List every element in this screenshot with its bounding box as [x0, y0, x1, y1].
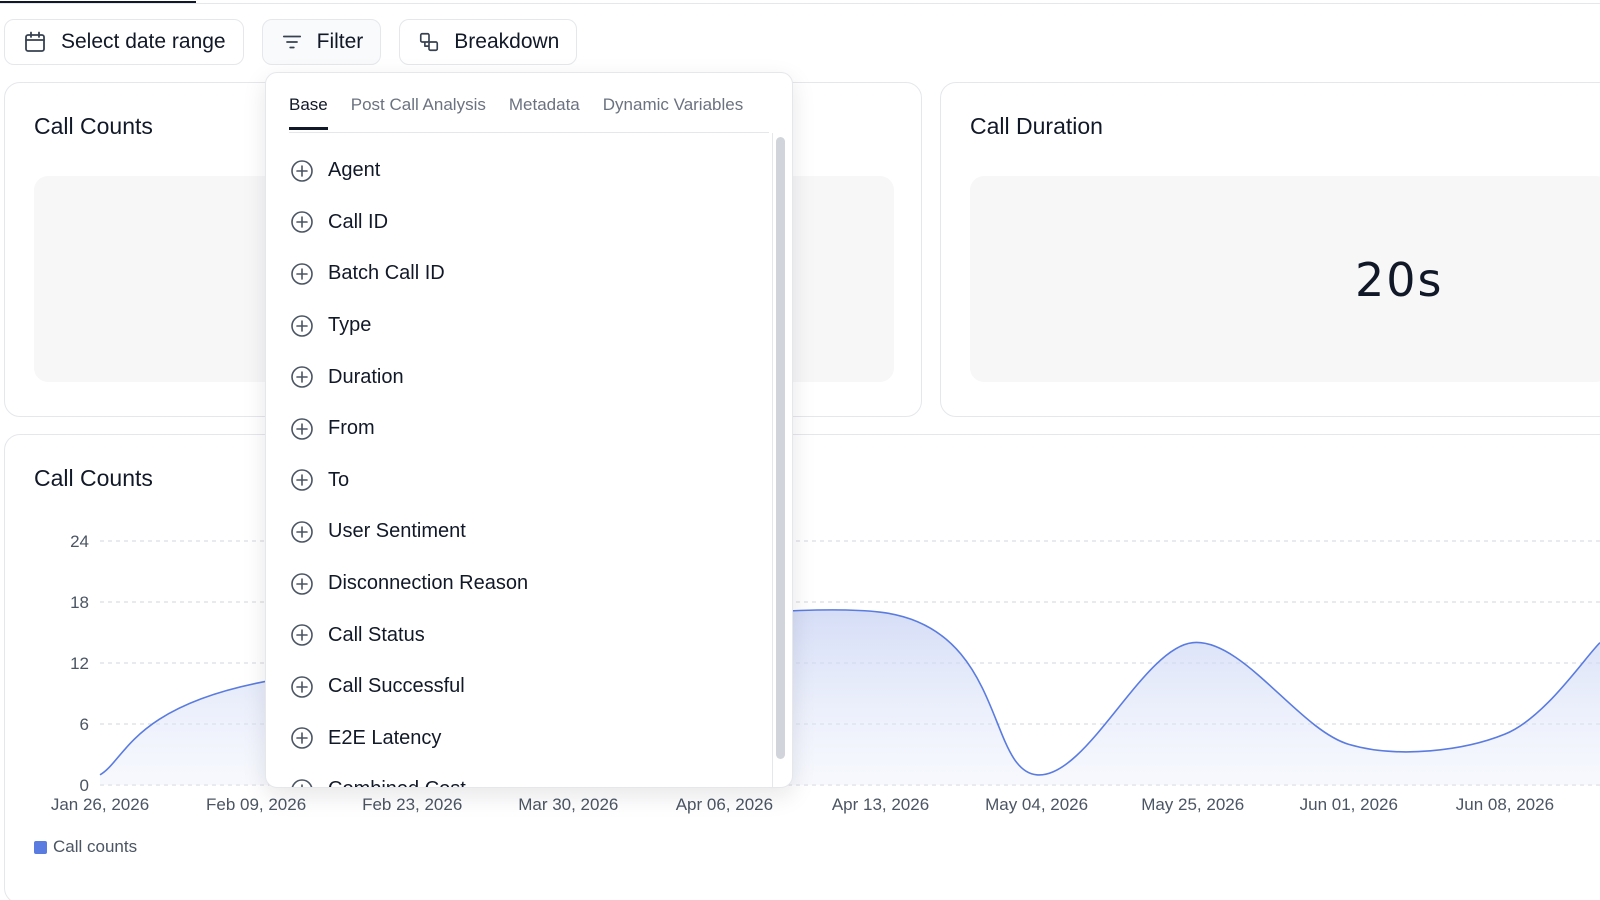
call-duration-card: Call Duration 20s: [940, 82, 1600, 417]
filter-dropdown-tabs: Base Post Call Analysis Metadata Dynamic…: [289, 95, 743, 130]
plus-circle-icon: [290, 210, 314, 234]
filter-field-item[interactable]: Type: [290, 300, 770, 352]
filter-field-item[interactable]: E2E Latency: [290, 713, 770, 765]
filter-label: Filter: [316, 30, 364, 53]
x-tick-label: Feb 09, 2026: [206, 795, 306, 814]
y-tick-label: 18: [70, 593, 89, 612]
plus-circle-icon: [290, 314, 314, 338]
x-tick-label: Jan 26, 2026: [51, 795, 149, 814]
tab-base[interactable]: Base: [289, 95, 328, 130]
filter-field-item[interactable]: Batch Call ID: [290, 248, 770, 300]
filter-icon: [281, 31, 303, 53]
filter-dropdown: Base Post Call Analysis Metadata Dynamic…: [265, 72, 793, 788]
toolbar: Select date range Filter Breakdown: [4, 19, 578, 65]
filter-field-list: Agent Call ID Batch Call ID Type Duration Fro…: [290, 145, 770, 787]
plus-circle-icon: [290, 623, 314, 647]
filter-field-label: Call Successful: [328, 675, 465, 698]
filter-field-item[interactable]: Call Status: [290, 609, 770, 661]
call-duration-card-title: Call Duration: [970, 113, 1103, 139]
x-tick-label: Jun 01, 2026: [1300, 795, 1398, 814]
filter-button[interactable]: Filter: [261, 19, 382, 65]
filter-field-item[interactable]: Agent: [290, 145, 770, 197]
plus-circle-icon: [290, 417, 314, 441]
tab-metadata[interactable]: Metadata: [508, 95, 580, 114]
filter-field-label: From: [328, 417, 375, 440]
filter-field-item[interactable]: Combined Cost: [290, 764, 770, 787]
plus-circle-icon: [290, 159, 314, 183]
plus-circle-icon: [290, 572, 314, 596]
y-tick-label: 24: [70, 532, 89, 551]
plus-circle-icon: [290, 468, 314, 492]
plus-circle-icon: [290, 726, 314, 750]
plus-circle-icon: [290, 520, 314, 544]
x-tick-label: Mar 30, 2026: [518, 795, 618, 814]
filter-dropdown-divider: [289, 132, 769, 133]
filter-field-item[interactable]: User Sentiment: [290, 506, 770, 558]
plus-circle-icon: [290, 365, 314, 389]
filter-field-label: Disconnection Reason: [328, 572, 529, 595]
x-tick-label: Jun 08, 2026: [1456, 795, 1554, 814]
y-tick-label: 0: [80, 776, 89, 795]
legend-swatch: [34, 840, 47, 854]
calendar-icon: [23, 30, 47, 54]
legend-label: Call counts: [53, 837, 138, 856]
filter-field-label: Call Status: [328, 623, 425, 646]
filter-field-label: Duration: [328, 365, 404, 388]
x-tick-label: May 04, 2026: [985, 795, 1088, 814]
tab-dynamic-variables[interactable]: Dynamic Variables: [602, 95, 744, 114]
breakdown-icon: [418, 31, 440, 53]
breakdown-button[interactable]: Breakdown: [399, 19, 578, 65]
filter-field-item[interactable]: Disconnection Reason: [290, 558, 770, 610]
plus-circle-icon: [290, 675, 314, 699]
x-tick-label: Apr 06, 2026: [676, 795, 773, 814]
filter-field-item[interactable]: Call Successful: [290, 661, 770, 713]
x-tick-label: Feb 23, 2026: [362, 795, 462, 814]
call-counts-card-title: Call Counts: [34, 113, 153, 139]
top-divider: [0, 3, 1600, 4]
filter-field-label: Call ID: [328, 210, 389, 233]
top-tab-indicator: [0, 1, 196, 4]
plus-circle-icon: [290, 778, 314, 787]
y-tick-label: 6: [80, 715, 89, 734]
tab-post-call-analysis[interactable]: Post Call Analysis: [350, 95, 486, 114]
plus-circle-icon: [290, 262, 314, 286]
filter-field-label: E2E Latency: [328, 726, 442, 749]
date-range-label: Select date range: [61, 30, 226, 53]
x-tick-label: May 25, 2026: [1141, 795, 1244, 814]
filter-field-label: User Sentiment: [328, 520, 466, 543]
filter-field-label: Batch Call ID: [328, 262, 445, 285]
date-range-button[interactable]: Select date range: [4, 19, 244, 65]
filter-field-item[interactable]: From: [290, 403, 770, 455]
call-duration-value: 20s: [1355, 253, 1444, 307]
filter-field-item[interactable]: Call ID: [290, 197, 770, 249]
breakdown-label: Breakdown: [454, 30, 560, 53]
chart-title: Call Counts: [34, 465, 153, 491]
chart-legend: Call counts: [34, 837, 137, 857]
scrollbar-thumb[interactable]: [776, 137, 785, 759]
filter-field-label: Combined Cost: [328, 778, 466, 787]
call-duration-metric-box: [970, 176, 1600, 382]
filter-field-item[interactable]: To: [290, 455, 770, 507]
filter-field-item[interactable]: Duration: [290, 351, 770, 403]
filter-field-label: To: [328, 468, 350, 491]
filter-field-label: Agent: [328, 159, 381, 182]
y-tick-label: 12: [70, 654, 89, 673]
x-tick-label: Apr 13, 2026: [832, 795, 929, 814]
filter-dropdown-scrollbar[interactable]: [772, 133, 788, 787]
filter-field-label: Type: [328, 314, 372, 337]
